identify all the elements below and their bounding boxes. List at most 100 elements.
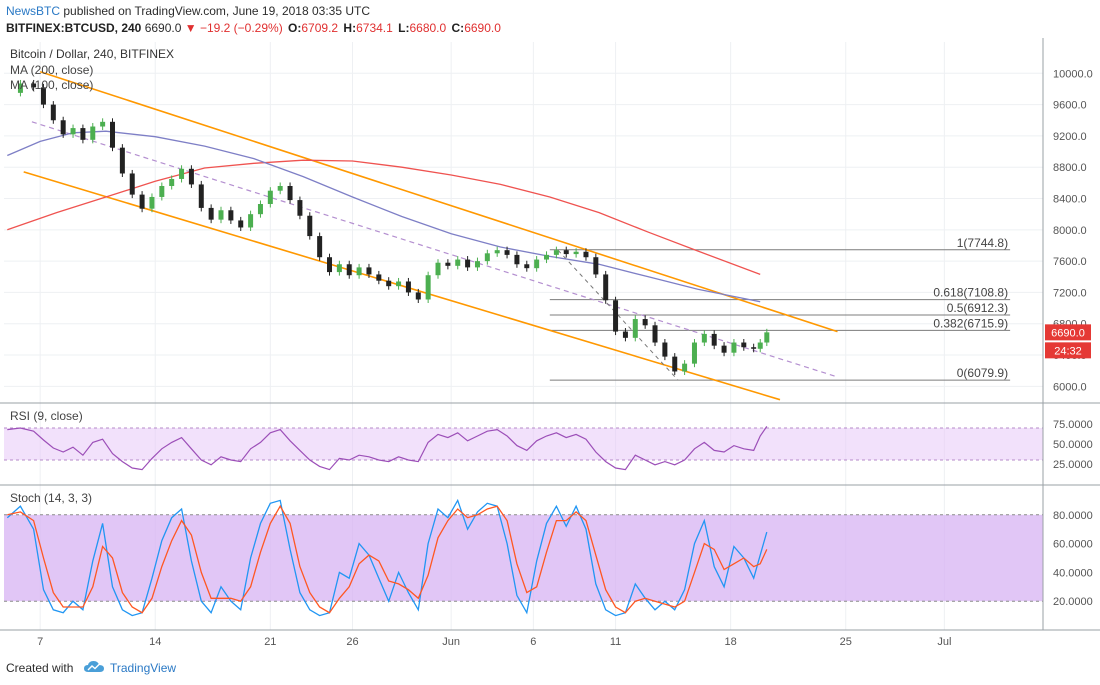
- ohlc-high: H:6734.1: [343, 21, 393, 35]
- candle-body-59: [593, 257, 599, 275]
- candle-body-37: [376, 274, 382, 281]
- candle-body-72: [721, 345, 727, 353]
- author-link[interactable]: NewsBTC: [6, 4, 61, 18]
- countdown-tag: [1045, 342, 1091, 359]
- candle-body-27: [277, 186, 283, 191]
- candle-body-36: [366, 267, 372, 275]
- candle-body-5: [60, 120, 66, 135]
- candle-body-67: [672, 356, 678, 372]
- candle-body-61: [613, 300, 619, 332]
- price-tick-label-1: 9600.0: [1053, 100, 1087, 112]
- time-tick-label-0: 7: [37, 636, 43, 648]
- ohlc-close: C:6690.0: [451, 21, 501, 35]
- publish-line: NewsBTC published on TradingView.com, Ju…: [6, 4, 370, 18]
- price-tick-label-5: 8000.0: [1053, 225, 1087, 237]
- candle-body-20: [208, 207, 214, 220]
- candle-body-29: [297, 200, 303, 216]
- candle-body-7: [80, 128, 86, 140]
- candle-body-28: [287, 186, 293, 201]
- candle-body-44: [445, 262, 451, 266]
- candle-body-73: [731, 342, 737, 353]
- time-tick-label-7: 18: [725, 636, 737, 648]
- candle-body-70: [701, 333, 707, 343]
- price-change: ▼ −19.2 (−0.29%): [184, 21, 283, 35]
- fib-label-3: 0.382(6715.9): [933, 316, 1008, 330]
- rsi-pane-title: RSI (9, close): [10, 409, 83, 423]
- candle-body-4: [50, 104, 56, 121]
- candle-body-52: [524, 264, 530, 269]
- candle-body-46: [465, 259, 471, 268]
- candle-body-68: [682, 363, 688, 372]
- candle-body-74: [741, 342, 747, 348]
- candle-body-47: [474, 261, 480, 268]
- candle-body-77: [764, 332, 770, 343]
- candle-body-23: [238, 220, 244, 228]
- time-tick-label-6: 11: [610, 636, 621, 648]
- candle-body-63: [632, 319, 638, 338]
- candle-body-50: [504, 250, 510, 255]
- time-tick-label-9: Jul: [937, 636, 951, 648]
- candle-body-71: [711, 333, 717, 346]
- last-price-tag: [1045, 324, 1091, 341]
- price-pane-legend-1: MA (100, close): [10, 78, 93, 92]
- candle-body-2: [31, 83, 37, 88]
- time-tick-label-3: 26: [346, 636, 358, 648]
- candle-body-42: [425, 275, 431, 300]
- channel-upper-line: [39, 70, 838, 333]
- candle-body-34: [346, 264, 352, 276]
- price-pane-legend-0: MA (200, close): [10, 63, 93, 77]
- rsi-tick-label-1: 50.0000: [1053, 439, 1093, 451]
- candle-body-54: [544, 254, 550, 260]
- fib-label-2: 0.5(6912.3): [947, 301, 1008, 315]
- candle-body-17: [179, 168, 185, 179]
- price-tick-label-7: 7200.0: [1053, 287, 1087, 299]
- candle-body-30: [307, 215, 313, 237]
- candle-body-51: [514, 254, 520, 265]
- countdown-tag-label: 24:32: [1054, 345, 1082, 357]
- footer: Created with TradingView: [0, 653, 1100, 685]
- candle-body-62: [622, 331, 628, 338]
- candle-body-14: [149, 196, 155, 209]
- time-tick-label-1: 14: [149, 636, 161, 648]
- candle-body-22: [228, 210, 234, 221]
- candle-body-19: [198, 184, 204, 208]
- stoch-tick-label-0: 80.0000: [1053, 510, 1093, 522]
- ohlc-open: O:6709.2: [288, 21, 339, 35]
- candle-body-45: [455, 259, 461, 266]
- rsi-tick-label-2: 25.0000: [1053, 459, 1093, 471]
- rsi-band: [4, 428, 1043, 460]
- last-price: 6690.0: [144, 21, 182, 35]
- candle-body-13: [139, 194, 145, 209]
- price-tick-label-3: 8800.0: [1053, 162, 1087, 174]
- candle-body-69: [691, 342, 697, 364]
- fib-label-4: 0(6079.9): [957, 366, 1008, 380]
- price-tick-label-6: 7600.0: [1053, 256, 1087, 268]
- candle-body-3: [40, 87, 46, 105]
- candle-body-11: [119, 147, 125, 174]
- time-tick-label-8: 25: [840, 636, 852, 648]
- stoch-d-line: [7, 504, 768, 614]
- candle-body-21: [218, 210, 224, 220]
- tradingview-brand-link[interactable]: TradingView: [110, 661, 177, 675]
- time-tick-label-2: 21: [264, 636, 276, 648]
- last-price-tag-label: 6690.0: [1051, 327, 1085, 339]
- stoch-tick-label-1: 60.0000: [1053, 539, 1093, 551]
- candle-body-41: [415, 292, 421, 300]
- price-tick-label-0: 10000.0: [1053, 68, 1093, 80]
- price-tick-label-2: 9200.0: [1053, 131, 1087, 143]
- candle-body-32: [327, 257, 333, 273]
- candle-body-43: [435, 262, 441, 276]
- candle-body-53: [534, 259, 540, 269]
- price-tick-label-10: 6000.0: [1053, 381, 1087, 393]
- candle-body-8: [90, 126, 96, 140]
- ohlc-low: L:6680.0: [398, 21, 447, 35]
- fib-label-1: 0.618(7108.8): [933, 286, 1008, 300]
- channel-lower-line: [23, 171, 781, 401]
- chart-canvas[interactable]: 1(7744.8) 0.618(7108.8)0.5(6912.3)0.382(6…: [0, 38, 1100, 653]
- candle-body-24: [248, 214, 254, 228]
- candle-body-1: [17, 83, 23, 93]
- candle-body-76: [757, 342, 763, 349]
- symbol-label: BITFINEX:BTCUSD, 240: [6, 21, 142, 35]
- candle-body-33: [336, 264, 342, 273]
- candle-body-9: [100, 121, 106, 127]
